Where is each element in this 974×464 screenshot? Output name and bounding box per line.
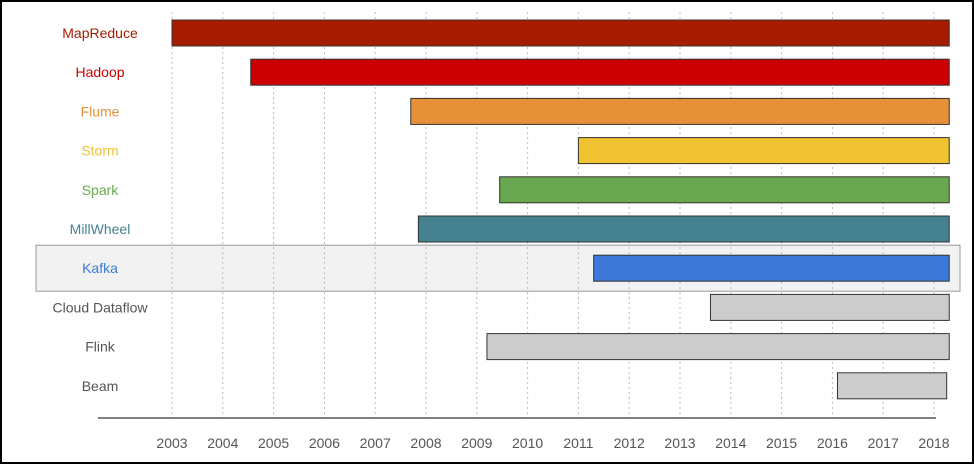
x-tick-label-2005: 2005 [258, 435, 289, 451]
x-tick-label-2012: 2012 [614, 435, 645, 451]
bar-hadoop [250, 58, 950, 86]
bar-beam [836, 372, 948, 400]
bar-kafka [593, 254, 950, 282]
bar-storm [577, 137, 950, 165]
row-label-storm: Storm [81, 143, 118, 159]
x-tick-label-2018: 2018 [918, 435, 949, 451]
x-tick-label-2014: 2014 [715, 435, 746, 451]
row-label-cloud-dataflow: Cloud Dataflow [53, 299, 149, 315]
x-tick-label-2003: 2003 [156, 435, 187, 451]
x-tick-label-2008: 2008 [410, 435, 441, 451]
x-tick-label-2011: 2011 [563, 435, 593, 451]
row-label-flink: Flink [85, 339, 116, 355]
row-label-hadoop: Hadoop [75, 64, 124, 80]
x-tick-label-2016: 2016 [817, 435, 848, 451]
bar-flume [410, 97, 950, 125]
x-tick-label-2009: 2009 [461, 435, 492, 451]
bar-millwheel [417, 215, 950, 243]
row-label-mapreduce: MapReduce [62, 25, 138, 41]
x-tick-label-2006: 2006 [309, 435, 340, 451]
x-tick-label-2013: 2013 [664, 435, 695, 451]
x-tick-label-2017: 2017 [868, 435, 899, 451]
bar-cloud-dataflow [709, 293, 950, 321]
x-tick-label-2007: 2007 [360, 435, 391, 451]
row-label-millwheel: MillWheel [70, 221, 131, 237]
bar-flink [486, 333, 950, 361]
x-tick-label-2015: 2015 [766, 435, 797, 451]
x-tick-label-2010: 2010 [512, 435, 543, 451]
bar-mapreduce [171, 19, 950, 47]
bar-spark [499, 176, 950, 204]
row-label-kafka: Kafka [82, 260, 118, 276]
row-label-flume: Flume [81, 103, 120, 119]
row-label-spark: Spark [82, 182, 120, 198]
x-tick-label-2004: 2004 [207, 435, 238, 451]
row-label-beam: Beam [82, 378, 119, 394]
